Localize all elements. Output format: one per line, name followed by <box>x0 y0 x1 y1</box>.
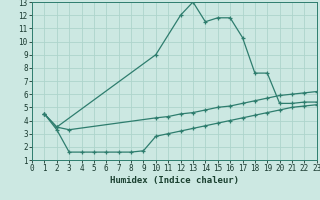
X-axis label: Humidex (Indice chaleur): Humidex (Indice chaleur) <box>110 176 239 185</box>
